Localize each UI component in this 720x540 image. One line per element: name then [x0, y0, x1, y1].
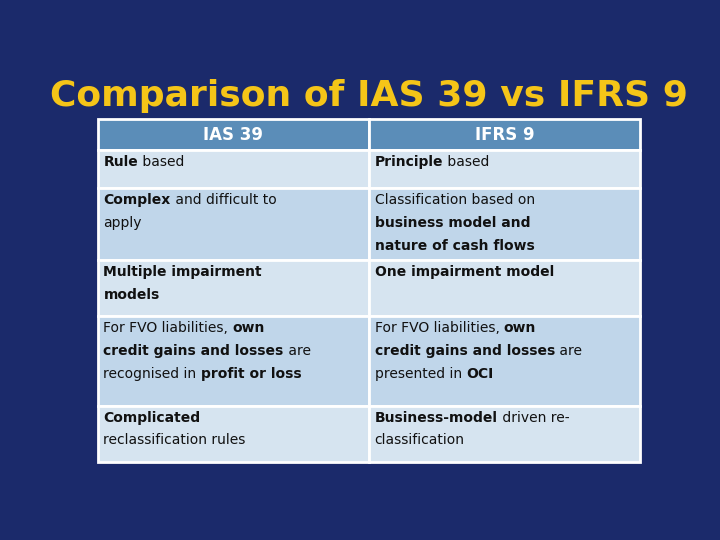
Text: IFRS 9: IFRS 9	[474, 126, 534, 144]
Text: driven re-: driven re-	[498, 410, 570, 424]
Bar	[98, 119, 369, 151]
Bar	[369, 406, 640, 462]
Text: based: based	[443, 156, 490, 170]
Text: Complicated: Complicated	[104, 410, 200, 424]
Text: Principle: Principle	[374, 156, 443, 170]
Text: are: are	[555, 344, 582, 358]
Bar	[98, 151, 369, 188]
Text: models: models	[104, 288, 160, 301]
Text: apply: apply	[104, 216, 142, 230]
Bar	[98, 316, 369, 406]
Bar	[369, 260, 640, 316]
Text: profit or loss: profit or loss	[201, 367, 302, 381]
Text: Rule: Rule	[104, 156, 138, 170]
Bar	[98, 188, 369, 260]
Text: For FVO liabilities,: For FVO liabilities,	[374, 321, 504, 335]
Text: One impairment model: One impairment model	[374, 265, 554, 279]
Text: Complex: Complex	[104, 193, 171, 207]
Text: own: own	[233, 321, 265, 335]
Bar	[369, 316, 640, 406]
Text: presented in: presented in	[374, 367, 466, 381]
Bar	[369, 188, 640, 260]
Text: For FVO liabilities,: For FVO liabilities,	[104, 321, 233, 335]
Text: reclassification rules: reclassification rules	[104, 434, 246, 448]
Text: credit gains and losses: credit gains and losses	[374, 344, 555, 358]
Text: recognised in: recognised in	[104, 367, 201, 381]
Text: Multiple impairment: Multiple impairment	[104, 265, 262, 279]
Text: Classification based on: Classification based on	[374, 193, 535, 207]
Bar	[369, 119, 640, 151]
Text: business model and: business model and	[374, 216, 530, 230]
Text: credit gains and losses: credit gains and losses	[104, 344, 284, 358]
Text: are: are	[284, 344, 310, 358]
Text: and difficult to: and difficult to	[171, 193, 276, 207]
Text: IAS 39: IAS 39	[204, 126, 264, 144]
Text: nature of cash flows: nature of cash flows	[374, 239, 534, 253]
Text: Business-model: Business-model	[374, 410, 498, 424]
Text: OCI: OCI	[466, 367, 493, 381]
Text: based: based	[138, 156, 184, 170]
Text: Comparison of IAS 39 vs IFRS 9: Comparison of IAS 39 vs IFRS 9	[50, 79, 688, 113]
Bar	[369, 151, 640, 188]
Text: own: own	[504, 321, 536, 335]
Bar	[98, 406, 369, 462]
Bar	[98, 260, 369, 316]
Text: classification: classification	[374, 434, 464, 448]
